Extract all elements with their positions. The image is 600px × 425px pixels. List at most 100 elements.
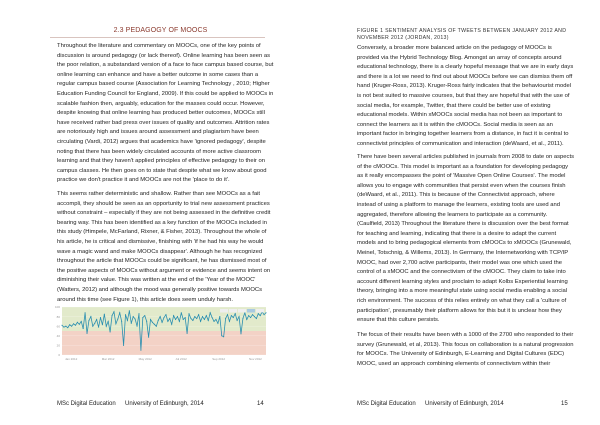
sentiment-chart: 0 20 40 60 80 100 Jan 2012 Mar 2012 May 2012 Jul … [55, 305, 267, 361]
data-point [90, 316, 92, 318]
figure-caption-line: NOVEMBER 2012 (JORDAN, 2013) [357, 34, 449, 41]
text-line: without constraint – especially if they … [57, 210, 271, 217]
data-point [117, 318, 119, 320]
text-line: (Watters, 2012) and although the mood wa… [57, 287, 263, 293]
data-point [201, 316, 204, 318]
text-line: for teaching and learning, indicating th… [357, 230, 557, 237]
data-point [142, 317, 144, 319]
data-point [157, 319, 159, 321]
text-line: (deWaard, et al., 2011). This is because… [357, 192, 555, 199]
data-point [255, 317, 257, 320]
data-point [207, 319, 209, 321]
data-point [250, 317, 252, 319]
footer-university: University of Edinburgh, 2014 [125, 401, 204, 407]
data-point [111, 315, 113, 317]
data-point [138, 313, 140, 315]
data-point [149, 318, 152, 321]
text-line: regular campus based course (Association… [57, 81, 270, 88]
text-line: his article, he is critical and dismissi… [57, 239, 264, 245]
text-line: diminishing their value. This was writte… [57, 277, 256, 284]
footer-program: MSc Digital Education [57, 401, 116, 407]
data-point [253, 316, 256, 318]
data-point [82, 328, 84, 330]
text-line: wave a magic wand and make MOOCs disappe… [57, 248, 263, 255]
text-line: This seems rather deterministic and shal… [57, 191, 260, 197]
text-line: Education Funding Council for England, 2… [57, 91, 274, 97]
data-point [230, 315, 232, 317]
text-line: MOOC, had over 2,700 active participants… [357, 259, 562, 266]
x-tick-label: May 2012 [139, 357, 153, 361]
range-button [229, 309, 237, 313]
text-line: ensure that this culture persists. [357, 317, 440, 324]
data-point [86, 332, 88, 334]
data-point [80, 320, 82, 322]
x-tick-label: Nov 2012 [249, 357, 262, 361]
data-point [238, 316, 240, 318]
data-point [171, 323, 173, 325]
data-point [140, 349, 142, 351]
chart-band [62, 331, 266, 355]
text-line: campus classes. He then goes on to state… [57, 167, 267, 174]
text-line: models and to bring pedagogical elements… [357, 240, 572, 247]
data-point [173, 315, 175, 317]
text-line: social media, for example, Twitter, that… [357, 102, 551, 109]
heading-rule [50, 37, 265, 38]
data-point [223, 336, 225, 338]
text-line: online learning can enhance and have a b… [57, 71, 259, 78]
y-tick-label: 60 [57, 324, 61, 328]
footer-university: University of Edinburgh, 2014 [425, 401, 504, 407]
text-line: rich environment. The success of this re… [357, 298, 567, 304]
data-point [134, 318, 136, 320]
text-line: control of a xMOOC and the connectivism … [357, 269, 566, 276]
text-line: The focus of their results have been wit… [357, 332, 574, 338]
text-line: scalable fashion then, arguably, educati… [57, 100, 265, 107]
data-point [63, 326, 65, 328]
text-line: educational technology, there is a clear… [357, 64, 574, 71]
data-point [148, 336, 150, 338]
data-point [196, 317, 198, 320]
y-tick-label: 20 [57, 344, 61, 348]
data-point [65, 325, 67, 327]
data-point [78, 323, 80, 325]
data-point [61, 324, 63, 326]
data-point [92, 325, 94, 327]
data-point [136, 325, 138, 327]
range-button [238, 309, 246, 313]
data-point [121, 320, 123, 322]
data-point [242, 317, 244, 320]
data-point [180, 312, 182, 314]
text-line: educational models. Within xMOOCs social… [357, 112, 563, 119]
text-line: is not best suited to massive courses, b… [357, 93, 570, 99]
text-line: the poor relation, a substandard version… [57, 62, 274, 69]
data-point [265, 312, 267, 314]
text-line: throughout the article that MOOCs could … [57, 258, 267, 265]
text-line: Throughout the literature and commentary… [57, 43, 261, 49]
text-line: as it really encompasses the point of 'M… [357, 173, 566, 180]
data-point [144, 315, 146, 317]
data-point [259, 315, 261, 317]
data-point [72, 323, 75, 325]
y-tick-label: 80 [57, 315, 61, 319]
text-line: circulating (Vardi, 2012) argues that ac… [57, 139, 266, 145]
text-line: Meinel, Totschnig, & Willems, 2013). In … [357, 250, 569, 256]
data-point [128, 310, 130, 312]
section-heading: 2.3 PEDAGOGY OF MOOCS [113, 27, 208, 34]
data-point [76, 321, 78, 323]
data-point [71, 325, 73, 327]
data-point [194, 316, 196, 318]
data-point [67, 327, 69, 329]
x-tick-label: Jan 2012 [65, 357, 78, 361]
page-number: 15 [561, 401, 568, 407]
text-line: theory, bringing into a more meaningful … [357, 288, 568, 295]
data-point [163, 317, 165, 319]
data-point [130, 322, 132, 324]
data-point [123, 344, 125, 346]
data-point [105, 325, 107, 327]
data-point [98, 326, 100, 328]
data-point [69, 324, 71, 326]
text-line: practice we don't practice it and MOOCs … [57, 177, 230, 184]
data-point [159, 316, 161, 318]
data-point [226, 314, 229, 316]
data-point [182, 318, 184, 321]
data-point [211, 317, 213, 319]
